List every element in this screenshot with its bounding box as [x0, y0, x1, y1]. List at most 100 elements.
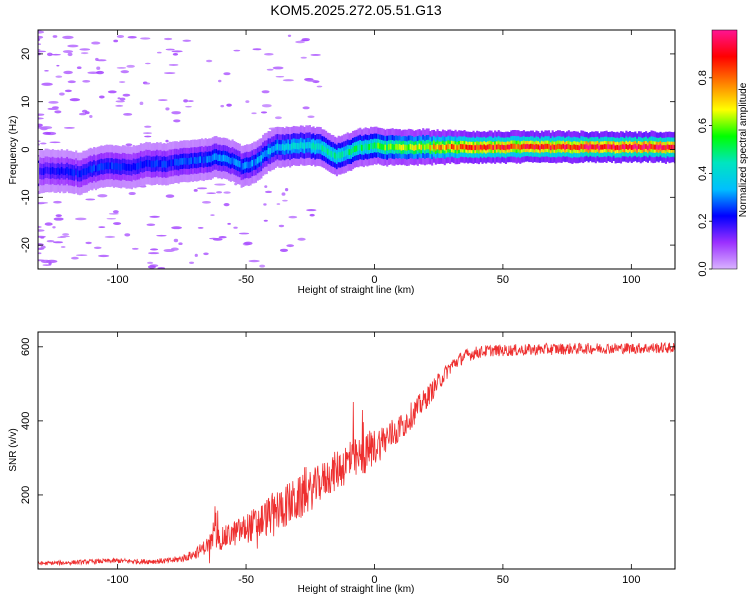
heatmap-noise-cell [214, 183, 226, 186]
heatmap-ridge-cell [531, 144, 534, 150]
heatmap-ridge-cell [510, 143, 513, 149]
heatmap-noise-cell [223, 191, 231, 194]
heatmap-noise-cell [97, 254, 110, 258]
heatmap-ridge-cell [87, 166, 90, 174]
heatmap-noise-cell [223, 203, 230, 207]
heatmap-noise-cell [316, 85, 323, 88]
heatmap-ridge-cell [204, 155, 207, 163]
heatmap-noise-cell [38, 140, 41, 142]
heatmap-ridge-cell [220, 155, 223, 162]
heatmap-noise-cell [98, 226, 106, 229]
heatmap-ridge-cell [125, 164, 128, 171]
heatmap-noise-cell [233, 49, 241, 52]
heatmap-ridge-cell [461, 144, 464, 150]
heatmap-noise-cell [264, 185, 268, 188]
heatmap-ridge-cell [326, 148, 329, 155]
heatmap-noise-cell [251, 112, 257, 115]
heatmap-noise-cell [62, 233, 70, 236]
heatmap-noise-cell [67, 52, 73, 57]
colorbar-tick-label: 0.0 [697, 261, 709, 276]
heatmap-ridge-cell [657, 145, 660, 150]
heatmap-noise-cell [143, 132, 152, 134]
heatmap-ridge-cell [111, 162, 114, 170]
heatmap-ridge-cell [147, 160, 150, 167]
heatmap-ridge-cell [188, 158, 191, 165]
heatmap-noise-cell [165, 194, 175, 198]
heatmap-ridge-cell [396, 144, 400, 151]
heatmap-noise-cell [197, 187, 208, 190]
heatmap-noise-cell [52, 241, 64, 244]
heatmap-noise-cell [50, 53, 61, 56]
snr-y-axis: 200 400 600 [20, 338, 675, 504]
heatmap-ridge-cell [328, 149, 331, 156]
heatmap-ridge-cell [398, 143, 401, 150]
heatmap-ridge-cell [143, 160, 146, 168]
heatmap-ridge-cell [341, 151, 344, 158]
heatmap-ridge-cell [666, 144, 669, 150]
heatmap-ridge-cell [368, 144, 371, 150]
heatmap-noise-cell [40, 259, 51, 264]
heatmap-ridge-cell [621, 144, 624, 149]
heatmap-ridge-cell [463, 144, 466, 150]
heatmap-ridge-cell [441, 144, 445, 150]
heatmap-ridge-cell [152, 160, 155, 168]
heatmap-noise-cell [64, 89, 72, 93]
heatmap-noise-cell [48, 100, 59, 104]
heatmap-ridge-cell [371, 143, 374, 150]
heatmap-noise-cell [38, 43, 42, 45]
heatmap-ridge-cell [91, 166, 94, 173]
heatmap-ridge-cell [407, 144, 410, 151]
heatmap-ridge-cell [134, 163, 137, 171]
spectrogram-y-label: Frequency (Hz) [8, 116, 19, 185]
heatmap-ridge-cell [670, 144, 673, 150]
heatmap-ridge-cell [404, 144, 407, 151]
heatmap-noise-cell [38, 117, 44, 120]
heatmap-ridge-cell [272, 145, 276, 153]
heatmap-ridge-cell [497, 143, 500, 150]
heatmap-ridge-cell [668, 144, 671, 150]
spectrogram-y-tick-label: -20 [20, 237, 32, 253]
heatmap-ridge-cell [495, 144, 498, 150]
heatmap-ridge-cell [580, 143, 583, 149]
heatmap-noise-cell [171, 226, 183, 230]
heatmap-ridge-cell [423, 144, 427, 151]
heatmap-ridge-cell [434, 145, 437, 151]
heatmap-ridge-cell [66, 167, 69, 174]
heatmap-ridge-cell [362, 144, 365, 151]
colorbar-tick-label: 0.6 [697, 118, 709, 133]
heatmap-noise-cell [95, 57, 99, 61]
colorbar-label: Normalized spectral amplitude [738, 82, 749, 217]
heatmap-ridge-cell [472, 144, 475, 151]
heatmap-ridge-cell [332, 151, 335, 158]
heatmap-ridge-cell [465, 144, 468, 150]
heatmap-ridge-cell [587, 145, 590, 151]
heatmap-ridge-cell [499, 144, 502, 151]
heatmap-noise-cell [216, 191, 223, 194]
heatmap-noise-cell [276, 203, 281, 205]
heatmap-ridge-cell [628, 143, 632, 149]
heatmap-noise-cell [165, 139, 169, 143]
heatmap-ridge-cell [199, 156, 202, 163]
heatmap-noise-cell [40, 142, 47, 145]
heatmap-noise-cell [99, 95, 105, 99]
heatmap-ridge-cell [391, 143, 394, 150]
heatmap-ridge-cell [181, 158, 184, 165]
heatmap-noise-cell [55, 214, 62, 217]
heatmap-ridge-cell [459, 144, 463, 150]
heatmap-noise-cell [115, 100, 125, 103]
heatmap-ridge-cell [260, 155, 263, 162]
heatmap-ridge-layer [39, 125, 675, 196]
heatmap-noise-cell [193, 188, 198, 192]
heatmap-ridge-cell [425, 143, 428, 150]
heatmap-noise-cell [252, 48, 262, 51]
heatmap-ridge-cell [85, 168, 89, 175]
heatmap-ridge-cell [610, 144, 614, 150]
heatmap-ridge-cell [215, 153, 218, 160]
heatmap-ridge-cell [533, 144, 536, 150]
heatmap-noise-cell [41, 82, 53, 86]
heatmap-ridge-cell [105, 162, 108, 170]
heatmap-noise-cell [163, 248, 175, 253]
heatmap-ridge-cell [258, 156, 261, 163]
heatmap-noise-cell [260, 111, 268, 114]
heatmap-ridge-cell [251, 160, 254, 167]
